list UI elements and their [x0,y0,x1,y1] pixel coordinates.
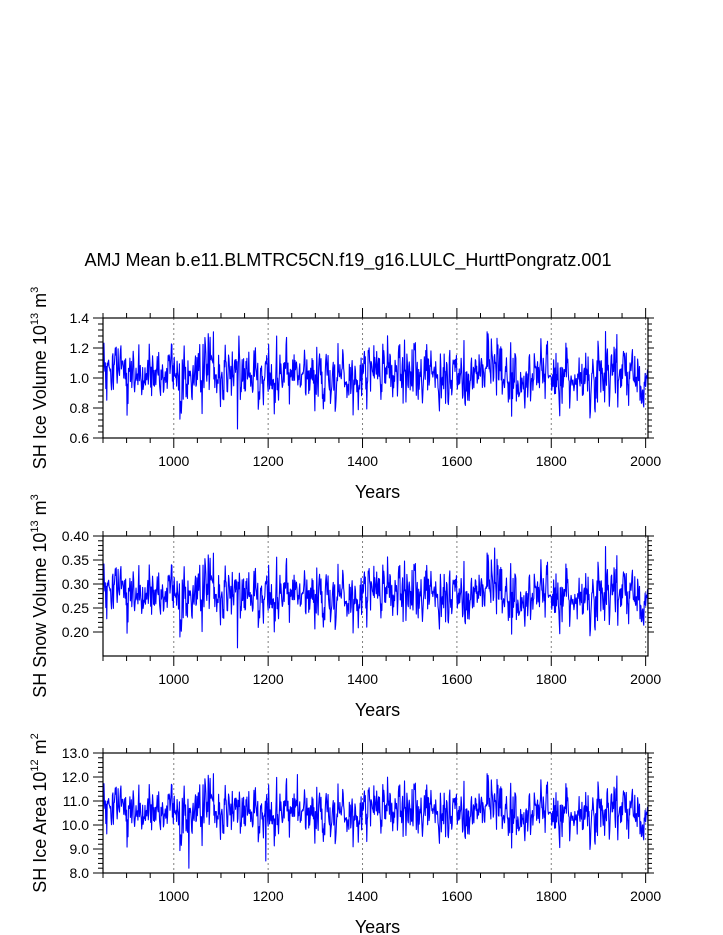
y-tick-label: 0.6 [70,430,90,446]
y-tick-label: 8.0 [70,865,90,881]
x-tick-label: 2000 [630,453,661,469]
x-tick-label: 1000 [158,888,189,904]
x-tick-label: 1800 [536,671,567,687]
y-tick-label: 0.25 [62,600,89,616]
x-axis-label: Years [355,482,400,502]
series-line-sh-ice-volume [102,330,649,430]
y-tick-label: 0.40 [62,528,89,544]
x-tick-label: 1200 [253,888,284,904]
x-tick-label: 1000 [158,453,189,469]
y-axis-label-unit: m [30,293,50,313]
y-tick-label: 0.8 [70,400,90,416]
panel-ice-volume: 1000 1200 1400 1600 1800 2000 0.6 0.8 1.0 1.2 1.4 Y… [29,287,661,502]
y-axis-label: SH Snow Volume 1013 m3 [29,494,50,697]
y-tick-label: 10.0 [62,817,89,833]
x-tick-label: 1600 [441,453,472,469]
panel-snow-volume: 1000 1200 1400 1600 1800 2000 0.20 0.25 0.30 0.35… [29,494,661,720]
y-axis-label-unit-exponent: 3 [29,287,41,293]
y-axis-label: SH Ice Volume 1013 m3 [29,287,50,469]
x-tick-label: 1800 [536,888,567,904]
y-axis-label-exponent: 13 [29,520,41,532]
y-tick-label: 13.0 [62,745,89,761]
x-axis-label: Years [355,700,400,720]
x-tick-label: 1400 [347,671,378,687]
plot-frame [102,752,649,874]
x-tick-label: 1400 [347,888,378,904]
y-tick-label: 0.20 [62,624,89,640]
y-axis-label-unit-exponent: 2 [29,733,41,739]
panel-ice-area: 1000 1200 1400 1600 1800 2000 8.0 9.0 10.0 11.0 12… [29,733,661,935]
x-tick-label: 1200 [253,671,284,687]
x-tick-label: 1800 [536,453,567,469]
x-tick-label: 2000 [630,671,661,687]
y-axis-label-exponent: 13 [29,313,41,325]
plot-frame [102,535,649,657]
y-axis-label-unit: m [30,739,50,759]
figure-title: AMJ Mean b.e11.BLMTRC5CN.f19_g16.LULC_Hu… [85,250,612,271]
y-axis-label-exponent: 12 [29,759,41,771]
y-tick-label: 11.0 [63,793,89,809]
y-tick-label: 1.0 [70,370,90,386]
y-tick-label: 0.35 [62,552,89,568]
y-axis-label-unit-exponent: 3 [29,494,41,500]
x-tick-label: 1400 [347,453,378,469]
y-tick-label: 1.4 [70,310,90,326]
series-line-sh-snow-volume [102,546,649,649]
x-tick-label: 1600 [441,888,472,904]
series-line-sh-ice-area [102,773,649,869]
y-tick-label: 1.2 [70,340,90,356]
y-axis-label-text: SH Snow Volume 10 [30,533,50,698]
x-tick-label: 2000 [630,888,661,904]
y-tick-label: 12.0 [62,769,89,785]
y-axis-label-unit: m [30,500,50,520]
y-tick-label: 9.0 [70,841,90,857]
x-tick-label: 1000 [158,671,189,687]
x-tick-label: 1600 [441,671,472,687]
y-axis-label-text: SH Ice Volume 10 [30,325,50,469]
y-axis-label: SH Ice Area 1012 m2 [29,733,50,892]
x-tick-label: 1200 [253,453,284,469]
y-axis-label-text: SH Ice Area 10 [30,772,50,893]
x-axis-label: Years [355,917,400,935]
y-tick-label: 0.30 [62,576,89,592]
